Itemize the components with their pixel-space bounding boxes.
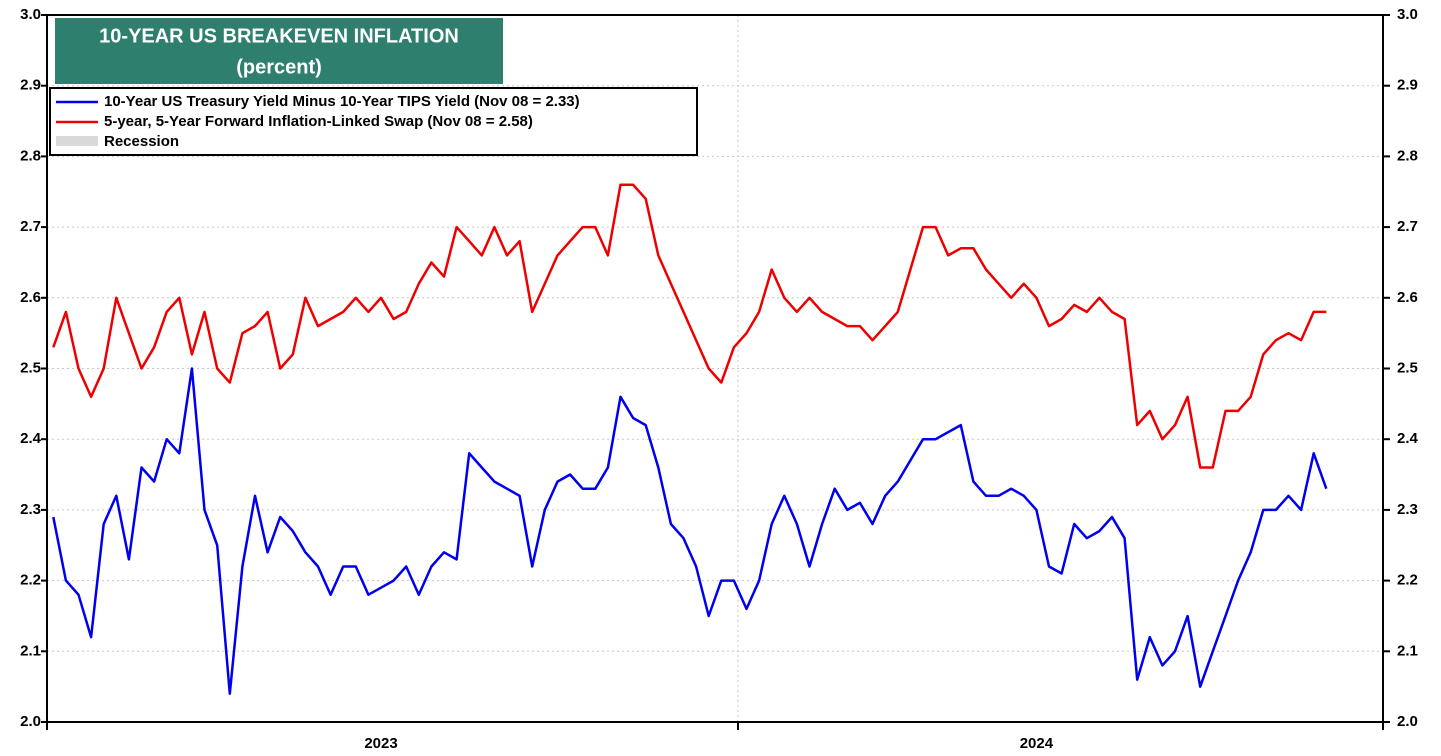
lines — [52, 183, 1328, 695]
y-tick-label: 2.7 — [20, 218, 41, 235]
y-tick-label: 2.3 — [20, 501, 41, 518]
y-tick-label: 2.4 — [20, 430, 42, 447]
series-line — [52, 183, 1327, 469]
series-line — [52, 367, 1328, 695]
x-tick-label: 2023 — [364, 735, 397, 752]
y2-tick-label: 2.2 — [1397, 572, 1418, 589]
y2-tick-label: 2.1 — [1397, 642, 1418, 659]
y-tick-label: 2.0 — [20, 713, 41, 730]
y2-tick-label: 2.3 — [1397, 501, 1418, 518]
y-tick-label: 2.8 — [20, 147, 41, 164]
y-tick-label: 2.2 — [20, 572, 41, 589]
y-tick-label: 2.6 — [20, 289, 41, 306]
title-box — [55, 18, 503, 84]
y2-tick-label: 2.7 — [1397, 218, 1418, 235]
x-tick-label: 2024 — [1020, 735, 1054, 752]
y2-tick-label: 2.0 — [1397, 713, 1418, 730]
y2-tick-label: 2.9 — [1397, 77, 1418, 94]
y2-tick-label: 2.6 — [1397, 289, 1418, 306]
chart-subtitle: (percent) — [236, 56, 322, 78]
legend: 10-Year US Treasury Yield Minus 10-Year … — [56, 93, 580, 150]
y2-tick-label: 2.4 — [1397, 430, 1419, 447]
legend-swatch — [56, 136, 98, 146]
legend-box — [49, 87, 698, 156]
y-tick-label: 2.5 — [20, 359, 41, 376]
y-tick-label: 2.1 — [20, 642, 41, 659]
legend-label: Recession — [104, 133, 179, 150]
y2-tick-label: 3.0 — [1397, 6, 1418, 23]
y-tick-label: 3.0 — [20, 6, 41, 23]
y2-tick-label: 2.8 — [1397, 147, 1418, 164]
y2-tick-label: 2.5 — [1397, 359, 1418, 376]
chart-title: 10-YEAR US BREAKEVEN INFLATION — [99, 25, 459, 47]
legend-label: 5-year, 5-Year Forward Inflation-Linked … — [104, 113, 533, 130]
y-tick-label: 2.9 — [20, 77, 41, 94]
legend-label: 10-Year US Treasury Yield Minus 10-Year … — [104, 93, 580, 110]
